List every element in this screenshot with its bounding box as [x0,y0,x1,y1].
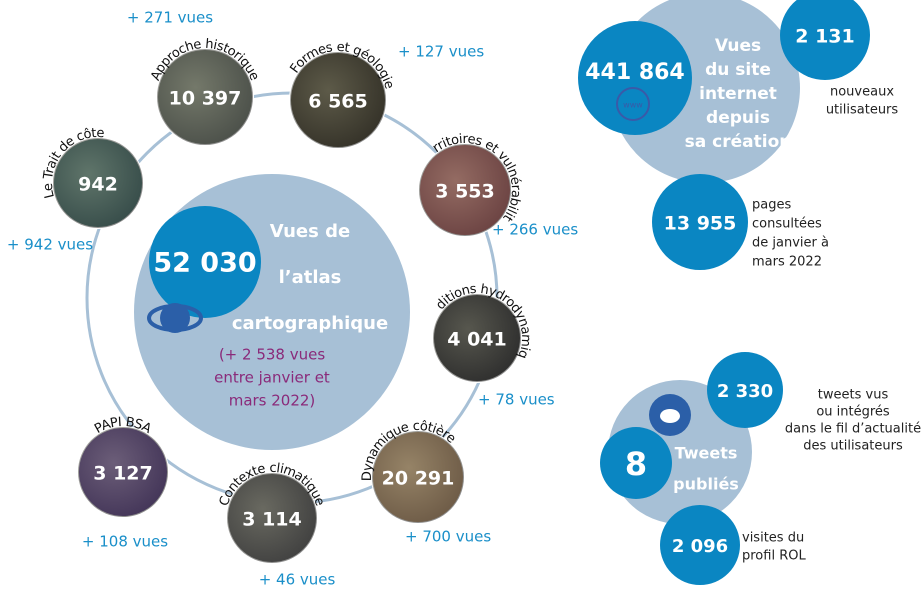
theme-value: 942 [78,174,118,196]
theme-value: 4 041 [447,329,507,351]
theme-value: 20 291 [382,468,455,490]
tweets-value: 8 [625,445,647,483]
visits-value: 2 096 [672,536,728,557]
twitter-bird [660,409,680,423]
seen-label: ou intégrés [816,405,890,420]
infographic: 52 030 Vues de l’atlas cartographique (+ 2 5… [0,0,923,590]
seen-value: 2 330 [717,381,773,402]
atlas-label: l’atlas [279,267,342,288]
theme-delta: + 271 vues [127,9,213,27]
theme-value: 3 553 [435,181,495,203]
theme-delta: + 942 vues [7,236,93,254]
theme-delta: + 700 vues [405,528,491,546]
atlas-label: Vues de [270,221,350,242]
site-label: depuis [706,108,770,128]
atlas-value: 52 030 [153,248,256,279]
seen-label: dans le fil d’actualité [785,422,921,437]
theme-value: 10 397 [169,88,242,110]
globe-icon [160,303,190,333]
new-users-value: 2 131 [795,26,855,48]
pages-label: pages [752,198,791,213]
pages-label: consultées [752,217,822,232]
visits-label: profil ROL [742,549,806,564]
atlas-note: mars 2022) [229,392,316,410]
site-value: 441 864 [585,60,685,85]
site-label: Vues [715,36,761,56]
tweets-label: Tweets [675,444,738,463]
theme-value: 3 127 [93,463,153,485]
www-label: www [623,101,643,110]
site-label: sa création [685,132,792,152]
seen-label: tweets vus [818,388,889,403]
new-users-label: utilisateurs [826,103,899,118]
pages-value: 13 955 [664,213,737,235]
theme-delta: + 108 vues [82,533,168,551]
visits-label: visites du [742,531,804,546]
theme-delta: + 266 vues [492,221,578,239]
seen-label: des utilisateurs [803,439,903,454]
theme-delta: + 78 vues [478,391,555,409]
theme-delta: + 46 vues [259,571,336,589]
atlas-note: entre janvier et [214,369,330,387]
tweets-label: publiés [673,475,739,494]
theme-value: 3 114 [242,509,302,531]
site-label: du site [705,60,771,80]
pages-label: de janvier à [752,236,829,251]
atlas-note: (+ 2 538 vues [219,346,326,364]
theme-value: 6 565 [308,91,368,113]
theme-delta: + 127 vues [398,43,484,61]
atlas-label: cartographique [232,313,388,334]
pages-label: mars 2022 [752,255,822,270]
new-users-label: nouveaux [830,85,894,100]
site-label: internet [699,84,777,104]
